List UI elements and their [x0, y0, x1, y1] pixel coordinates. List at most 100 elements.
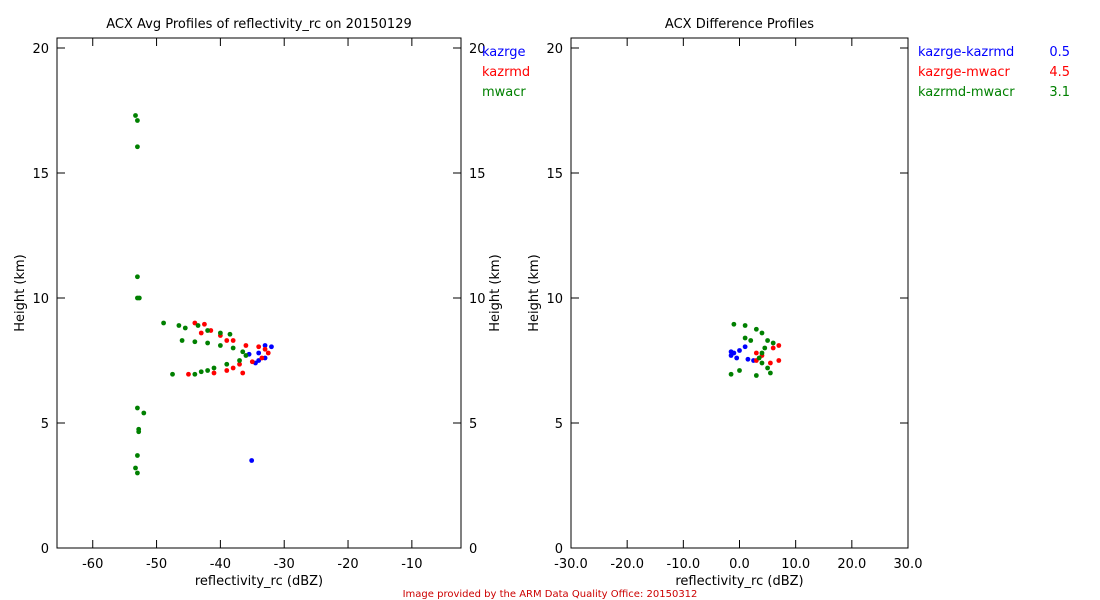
data-point [205, 340, 211, 346]
data-point [249, 359, 255, 365]
data-point [243, 343, 249, 348]
y-tick-label-right: 5 [469, 417, 477, 432]
y-axis-label: Height (km) [13, 254, 28, 331]
data-point [259, 355, 265, 361]
data-point [202, 321, 207, 327]
data-point [748, 338, 754, 343]
legend-value-kazrge-mwacr: 4.5 [1049, 65, 1070, 80]
legend-value-kazrmd-mwacr: 3.1 [1049, 85, 1070, 100]
data-point [742, 344, 748, 350]
data-point [745, 356, 751, 362]
x-tick-label: -50 [146, 557, 167, 572]
x-tick-label: -40 [210, 557, 231, 572]
data-point [731, 321, 737, 327]
data-point [762, 345, 768, 351]
data-point [265, 350, 271, 356]
data-point [765, 365, 770, 371]
x-tick-label: 0.0 [729, 557, 750, 572]
plot-frame [56, 37, 462, 549]
x-tick-label: -30.0 [554, 557, 588, 572]
data-point [135, 144, 140, 150]
data-point [198, 369, 204, 375]
data-point [230, 365, 236, 371]
x-tick-label: -60 [82, 557, 103, 572]
data-point [240, 370, 246, 376]
data-point [770, 345, 776, 351]
plot-2: ACX Difference Profiles reflectivity_rc (… [527, 17, 1070, 589]
data-point [186, 371, 191, 377]
data-point [133, 113, 138, 118]
data-point [230, 338, 236, 343]
y-tick-label-right: 15 [469, 167, 486, 182]
x-tick-label: -10 [401, 557, 422, 572]
data-point [135, 453, 140, 458]
footer-credit: Image provided by the ARM Data Quality O… [403, 589, 698, 600]
data-point [767, 370, 773, 376]
data-point [243, 353, 249, 358]
data-point [224, 368, 230, 373]
x-axis-label: reflectivity_rc (dBZ) [675, 574, 803, 589]
legend-entry-kazrge-kazrmd: kazrge-kazrmd [918, 45, 1014, 60]
data-point [211, 365, 217, 371]
data-point [737, 368, 742, 373]
data-point [224, 338, 230, 343]
data-point [776, 358, 782, 363]
data-point [753, 350, 759, 356]
chart-title: ACX Avg Profiles of reflectivity_rc on 2… [106, 17, 412, 32]
data-point [133, 465, 138, 471]
series-kazrmd-mwacr [728, 321, 776, 378]
plot-frame [570, 37, 909, 549]
data-point [217, 330, 223, 336]
data-point [161, 320, 166, 326]
x-tick-label: -20.0 [610, 557, 644, 572]
data-point [136, 295, 142, 301]
data-point [262, 346, 268, 352]
legend-entry-kazrmd-mwacr: kazrmd-mwacr [918, 85, 1015, 100]
x-tick-label: -10.0 [667, 557, 701, 572]
y-axis-label-right: Height (km) [488, 254, 503, 331]
data-point [192, 339, 198, 345]
x-tick-label: -20 [337, 557, 358, 572]
data-point [230, 345, 236, 351]
data-point [269, 344, 274, 350]
data-point [737, 348, 742, 353]
data-point [192, 371, 198, 377]
data-point [237, 361, 242, 367]
y-tick-label: 15 [546, 167, 563, 182]
legend-entry-mwacr: mwacr [482, 85, 526, 100]
y-tick-label: 5 [41, 417, 49, 432]
data-point [182, 325, 188, 331]
data-point [217, 343, 223, 348]
data-point [135, 274, 140, 280]
data-point [195, 323, 201, 328]
data-point [227, 331, 233, 337]
data-point [205, 328, 211, 333]
plot-1: ACX Avg Profiles of reflectivity_rc on 2… [13, 17, 530, 589]
data-point [742, 323, 748, 328]
series-kazrmd [186, 320, 271, 377]
y-tick-label: 20 [32, 42, 49, 57]
data-point [205, 368, 211, 373]
data-point [249, 458, 255, 463]
data-point [765, 338, 770, 343]
y-tick-label: 5 [555, 417, 563, 432]
x-tick-label: -30 [274, 557, 295, 572]
data-point [756, 355, 762, 361]
y-tick-label: 10 [546, 292, 563, 307]
y-tick-label: 20 [546, 42, 563, 57]
data-point [240, 349, 246, 355]
data-point [211, 370, 217, 376]
y-tick-label: 0 [41, 542, 49, 557]
y-axis-label: Height (km) [527, 254, 542, 331]
data-point [759, 350, 765, 356]
data-point [759, 330, 765, 336]
data-point [256, 344, 262, 350]
data-point [237, 358, 242, 363]
data-point [767, 360, 773, 366]
y-tick-label-right: 10 [469, 292, 486, 307]
data-point [759, 360, 765, 366]
data-point [770, 340, 776, 346]
data-point [262, 343, 268, 348]
series-kazrge-kazrmd [728, 344, 756, 363]
y-tick-label: 0 [555, 542, 563, 557]
